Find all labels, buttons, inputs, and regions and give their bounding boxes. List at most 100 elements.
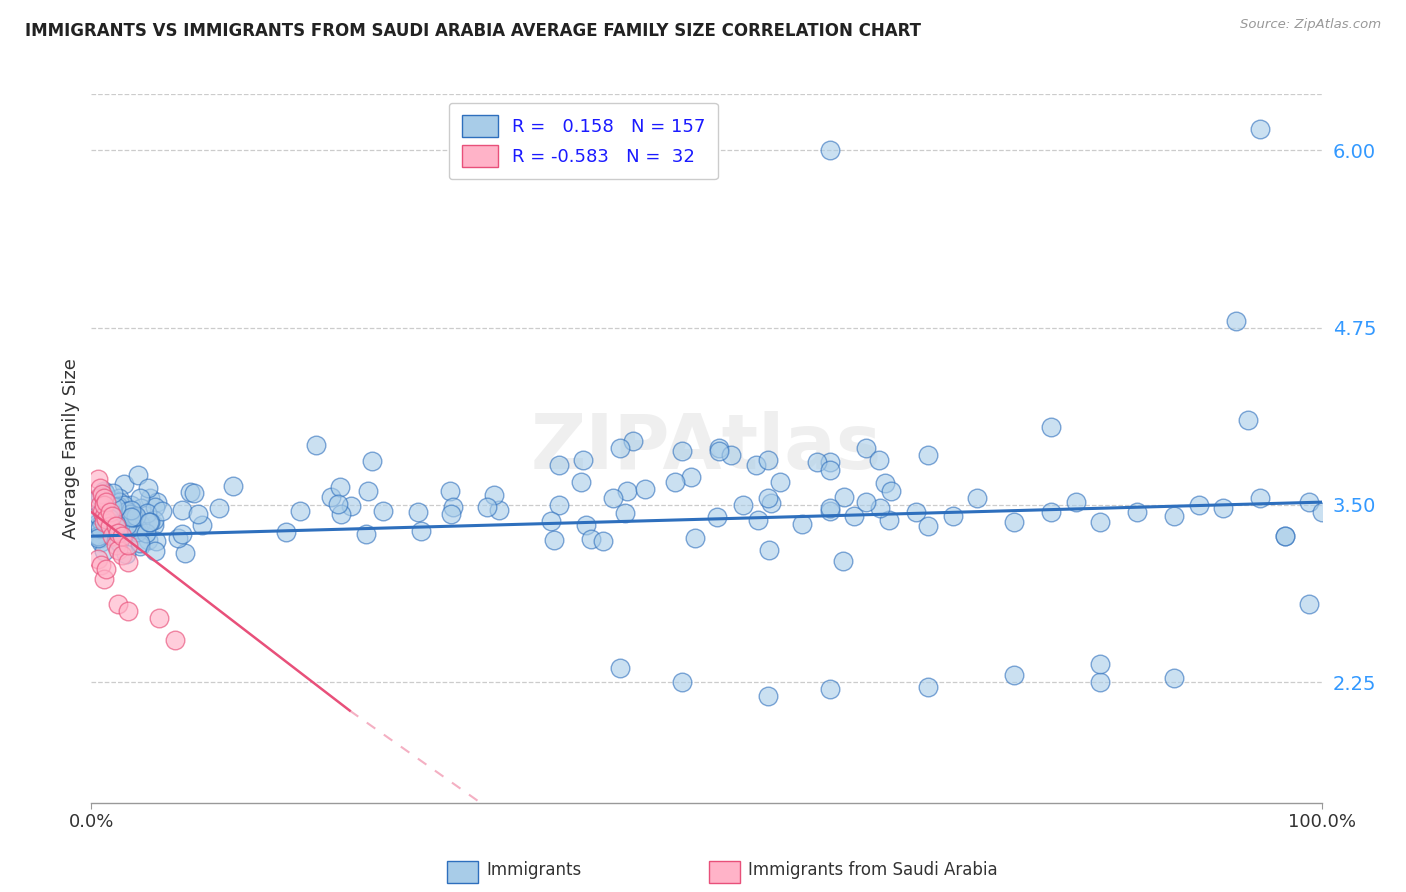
Point [1212, 500, 1234, 515]
Point [1088, 515, 1111, 529]
Point [89, 521, 111, 535]
Point [107, 526, 129, 541]
Point [108, 491, 131, 505]
Point [114, 503, 136, 517]
Point [172, 527, 194, 541]
Point [1039, 420, 1063, 434]
Point [361, 453, 384, 467]
Point [183, 486, 205, 500]
Point [129, 501, 152, 516]
Point [96, 512, 117, 526]
Point [98, 519, 121, 533]
Point [136, 482, 159, 496]
Point [806, 455, 828, 469]
Point [855, 495, 877, 509]
Point [135, 507, 157, 521]
Point [1249, 491, 1271, 505]
Text: Immigrants from Saudi Arabia: Immigrants from Saudi Arabia [748, 861, 998, 879]
Point [86, 522, 108, 536]
Point [1163, 509, 1185, 524]
Point [138, 516, 160, 530]
Point [832, 554, 855, 568]
Point [166, 531, 188, 545]
Point [790, 517, 813, 532]
Point [101, 486, 124, 500]
Point [117, 555, 139, 569]
Point [880, 483, 903, 498]
Text: Source: ZipAtlas.com: Source: ZipAtlas.com [1240, 18, 1381, 31]
Point [93, 483, 115, 498]
Point [105, 538, 127, 552]
Point [1225, 313, 1247, 327]
Point [105, 516, 128, 531]
Point [150, 504, 173, 518]
Point [616, 484, 638, 499]
Point [609, 661, 631, 675]
Point [190, 517, 212, 532]
Point [107, 500, 129, 514]
Point [904, 505, 927, 519]
Point [548, 498, 571, 512]
Point [104, 509, 127, 524]
Point [146, 494, 169, 508]
Point [101, 492, 124, 507]
Point [609, 442, 631, 456]
Point [98, 505, 121, 519]
Point [120, 507, 142, 521]
Point [818, 500, 841, 515]
Point [101, 529, 124, 543]
Point [756, 491, 779, 505]
Point [143, 512, 166, 526]
Point [108, 524, 131, 539]
Point [86, 552, 108, 566]
Point [477, 500, 499, 514]
Point [124, 510, 146, 524]
Point [112, 476, 135, 491]
Point [664, 475, 686, 490]
Point [107, 531, 129, 545]
Point [97, 505, 120, 519]
Point [89, 481, 111, 495]
Point [104, 500, 127, 515]
Point [941, 509, 963, 524]
Point [602, 491, 624, 506]
Point [120, 502, 142, 516]
Point [136, 533, 159, 547]
Point [91, 505, 114, 519]
Point [117, 504, 139, 518]
Point [305, 438, 328, 452]
Point [93, 544, 115, 558]
Point [540, 514, 562, 528]
Point [111, 529, 134, 543]
Point [107, 535, 129, 549]
Point [86, 516, 108, 530]
Point [482, 488, 505, 502]
Text: ZIPAtlas: ZIPAtlas [531, 411, 882, 485]
Point [326, 497, 349, 511]
Point [128, 516, 150, 531]
Point [98, 510, 121, 524]
Point [671, 675, 693, 690]
Point [222, 479, 245, 493]
Point [321, 490, 343, 504]
Point [966, 491, 988, 505]
Point [832, 490, 855, 504]
Point [357, 484, 380, 499]
Point [769, 475, 792, 490]
Point [118, 518, 141, 533]
Point [1310, 505, 1333, 519]
Point [818, 455, 841, 469]
Point [288, 503, 311, 517]
Point [101, 499, 124, 513]
Point [96, 495, 117, 509]
Point [1088, 675, 1111, 690]
Point [93, 572, 115, 586]
Point [1249, 122, 1271, 136]
Point [1187, 498, 1209, 512]
Point [89, 489, 111, 503]
Point [1002, 668, 1025, 682]
Point [406, 505, 429, 519]
Point [1126, 505, 1149, 519]
Point [441, 500, 464, 514]
Point [145, 533, 167, 548]
